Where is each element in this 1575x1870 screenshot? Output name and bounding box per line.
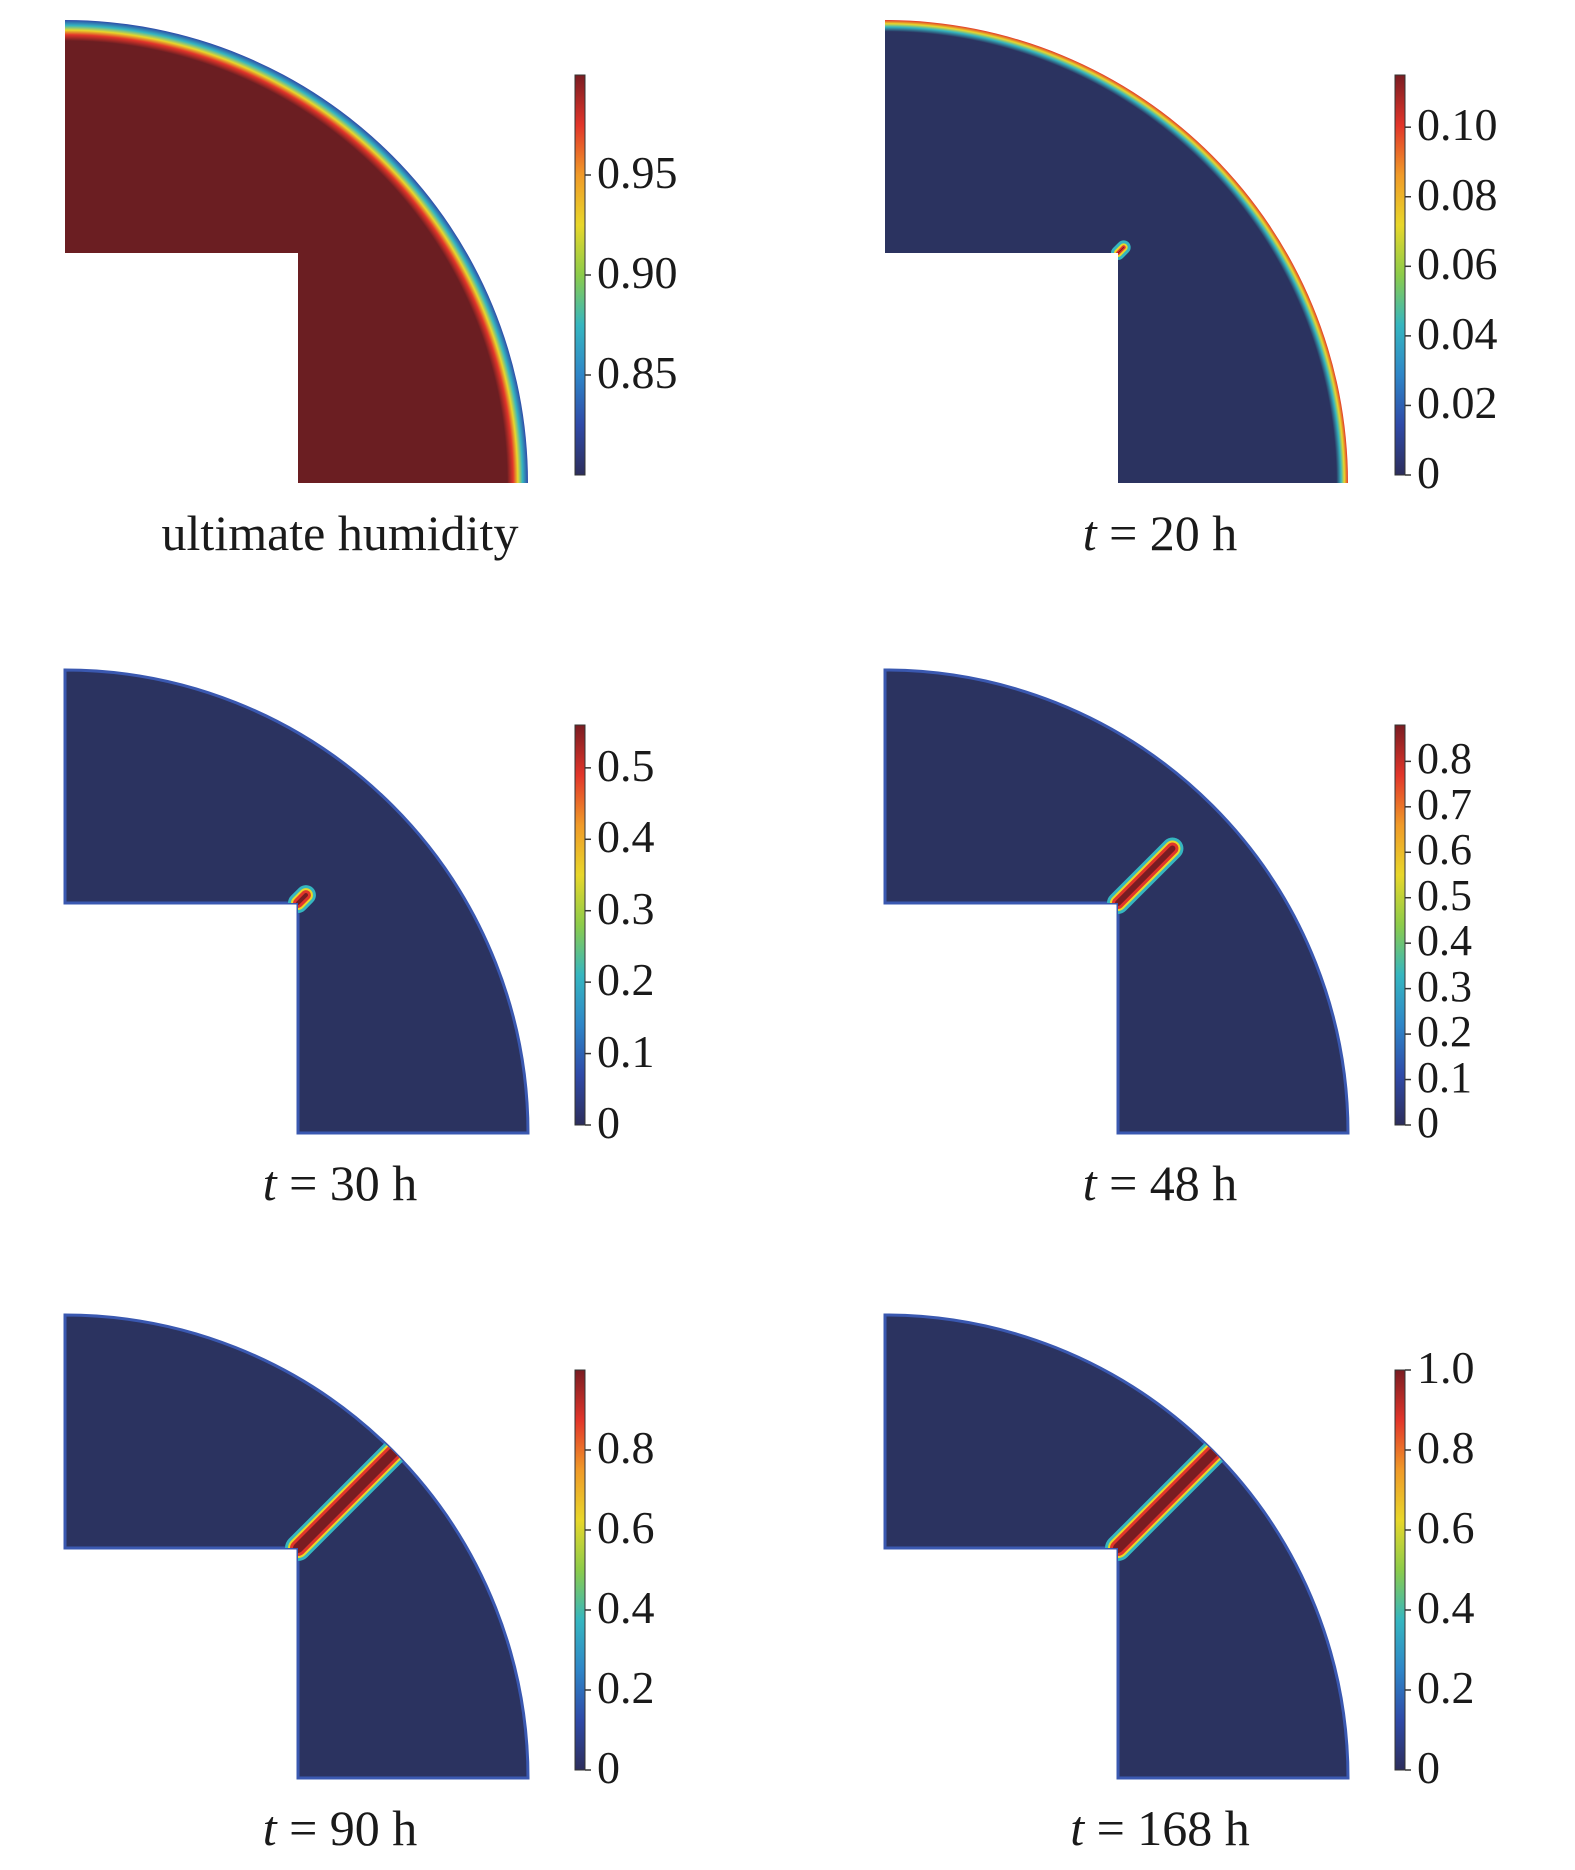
colorbar-tick-label: 0 xyxy=(1417,1742,1440,1793)
field-plot xyxy=(65,20,591,483)
panel-t-168h: 1.0 0.8 0.6 0.4 0.2 0 t = 168 h xyxy=(880,1310,1575,1870)
domain-region xyxy=(65,20,528,483)
colorbar xyxy=(574,1369,586,1771)
colorbar-tick-label: 0.3 xyxy=(597,882,655,934)
colorbar-tick-label: 0.8 xyxy=(1417,1422,1475,1473)
panel-caption: t = 20 h xyxy=(880,505,1440,561)
panel-t-90h: 0.8 0.6 0.4 0.2 0 t = 90 h xyxy=(60,1310,820,1870)
panel-caption: t = 30 h xyxy=(60,1155,620,1211)
crack-band xyxy=(285,1436,410,1561)
colorbar-tick-label: 0.4 xyxy=(597,811,655,863)
caption-text: = 48 h xyxy=(1096,1155,1238,1211)
colorbar-tick-label: 0 xyxy=(597,1742,620,1793)
colorbar-tick-label: 0 xyxy=(597,1097,620,1148)
crack-band xyxy=(288,885,316,913)
panel-caption: ultimate humidity xyxy=(60,505,620,561)
colorbar xyxy=(1394,74,1406,476)
colorbar-tick-label: 0.85 xyxy=(597,347,678,398)
caption-variable: t xyxy=(1082,1155,1097,1211)
caption-text: = 30 h xyxy=(276,1155,418,1211)
colorbar xyxy=(1394,724,1406,1126)
field-plot xyxy=(885,20,1411,483)
caption-text: ultimate humidity xyxy=(161,505,519,561)
crack-band xyxy=(1111,240,1131,260)
caption-variable: t xyxy=(1082,505,1097,561)
panel-t-48h: 0.8 0.7 0.6 0.5 0.4 0.3 0.2 0.1 0 t = 48 h xyxy=(880,665,1575,1225)
colorbar-tick-label: 0.06 xyxy=(1417,238,1498,290)
caption-variable: t xyxy=(262,1800,277,1856)
colorbar xyxy=(574,74,586,476)
colorbar-tick-label: 0.8 xyxy=(1417,734,1472,784)
field-plot xyxy=(883,668,1411,1135)
panel-ultimate-humidity: 0.95 0.90 0.85 ultimate humidity xyxy=(60,15,820,575)
colorbar-tick-label: 1.0 xyxy=(1417,1342,1475,1393)
panel-caption: t = 90 h xyxy=(60,1800,620,1856)
colorbar-tick-label: 0.90 xyxy=(597,247,678,298)
colorbar-tick-label: 0.02 xyxy=(1417,377,1498,429)
caption-text: = 168 h xyxy=(1084,1800,1250,1856)
caption-variable: t xyxy=(1070,1800,1085,1856)
colorbar-tick-label: 0.6 xyxy=(1417,1502,1475,1553)
crack-band xyxy=(1105,1436,1230,1561)
colorbar-tick-label: 0.5 xyxy=(1417,870,1472,920)
colorbar-tick-label: 0.10 xyxy=(1417,99,1498,151)
panel-caption: t = 168 h xyxy=(880,1800,1440,1856)
colorbar-tick-label: 0.95 xyxy=(597,147,678,198)
colorbar-tick-label: 0 xyxy=(1417,1098,1439,1147)
colorbar-tick-label: 0.6 xyxy=(597,1502,655,1553)
field-plot xyxy=(63,1313,591,1780)
colorbar-tick-label: 0 xyxy=(1417,447,1440,498)
field-plot xyxy=(883,1313,1411,1780)
colorbar-tick-label: 0.1 xyxy=(597,1025,655,1077)
panel-t-30h: 0.5 0.4 0.3 0.2 0.1 0 t = 30 h xyxy=(60,665,820,1225)
colorbar-tick-label: 0.2 xyxy=(1417,1007,1472,1057)
colorbar-tick-label: 0.3 xyxy=(1417,961,1472,1011)
colorbar-tick-label: 0.4 xyxy=(597,1582,655,1633)
colorbar-tick-label: 0.2 xyxy=(597,1662,655,1713)
colorbar-tick-label: 0.5 xyxy=(597,739,655,791)
colorbar xyxy=(574,724,586,1126)
colorbar-tick-label: 0.6 xyxy=(1417,825,1472,875)
colorbar-tick-label: 0.7 xyxy=(1417,779,1472,829)
crack-band xyxy=(1107,837,1184,914)
colorbar-tick-label: 0.08 xyxy=(1417,168,1498,220)
panel-caption: t = 48 h xyxy=(880,1155,1440,1211)
caption-variable: t xyxy=(262,1155,277,1211)
colorbar-tick-label: 0.04 xyxy=(1417,307,1498,359)
colorbar-tick-label: 0.2 xyxy=(597,954,655,1006)
field-plot xyxy=(63,668,591,1135)
caption-text: = 90 h xyxy=(276,1800,418,1856)
colorbar-tick-label: 0.1 xyxy=(1417,1052,1472,1102)
panel-t-20h: 0.10 0.08 0.06 0.04 0.02 0 t = 20 h xyxy=(880,15,1575,575)
colorbar-tick-label: 0.4 xyxy=(1417,1582,1475,1633)
colorbar-tick-label: 0.8 xyxy=(597,1422,655,1473)
caption-text: = 20 h xyxy=(1096,505,1238,561)
colorbar-tick-label: 0.4 xyxy=(1417,916,1472,966)
colorbar xyxy=(1394,1369,1406,1771)
colorbar-tick-label: 0.2 xyxy=(1417,1662,1475,1713)
